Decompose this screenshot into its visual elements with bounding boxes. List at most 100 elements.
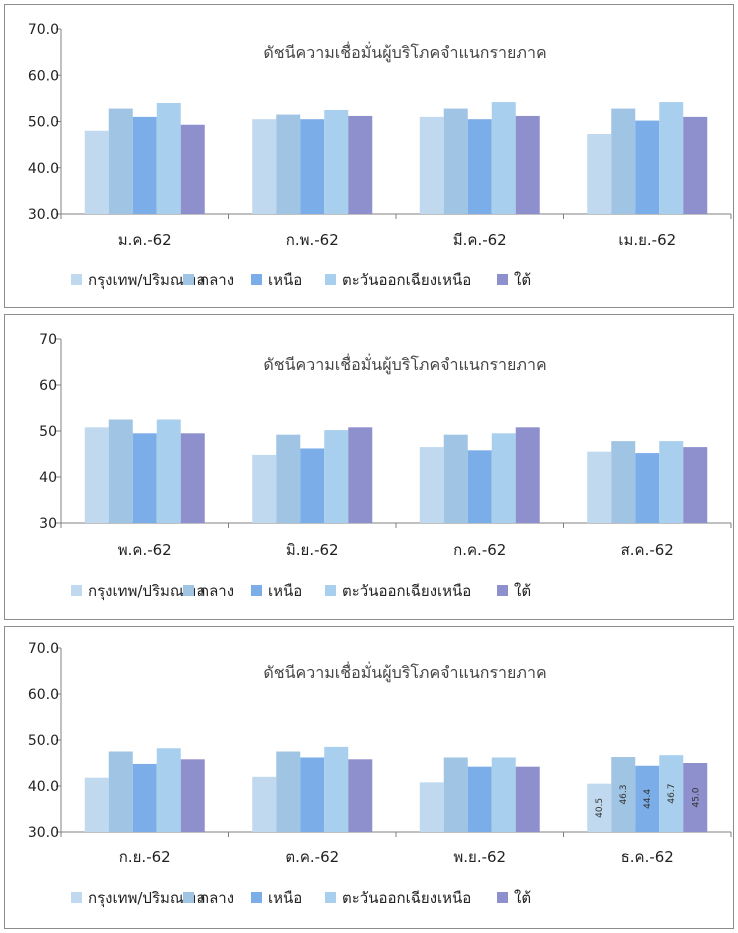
bar	[611, 441, 636, 523]
x-tick-label: พ.ค.-62	[118, 541, 172, 559]
bar	[84, 777, 109, 832]
legend-swatch	[325, 585, 336, 596]
bar	[443, 108, 468, 214]
y-tick-label: 30	[39, 516, 57, 532]
legend-label: กลาง	[200, 271, 234, 289]
legend-swatch	[497, 274, 508, 285]
legend-label: ใต้	[514, 271, 531, 289]
x-tick-label: ส.ค.-62	[621, 541, 674, 559]
y-tick-label: 40	[39, 470, 57, 486]
bar	[611, 108, 636, 214]
bar	[419, 782, 444, 832]
bar	[132, 433, 157, 523]
bar	[300, 119, 325, 214]
bar	[467, 119, 492, 214]
bar	[324, 430, 349, 523]
y-tick-label: 60.0	[28, 68, 59, 84]
legend-label: ใต้	[514, 889, 531, 907]
chart-panel-may-aug: ดัชนีความเชื่อมั่นผู้บริโภคจำแนกรายภาค 30…	[4, 314, 734, 620]
bar	[348, 115, 373, 214]
chart-title: ดัชนีความเชื่อมั่นผู้บริโภคจำแนกรายภาค	[263, 41, 546, 63]
x-tick-label: มี.ค.-62	[453, 231, 507, 249]
chart-svg: ดัชนีความเชื่อมั่นผู้บริโภคจำแนกรายภาค 30…	[39, 332, 732, 601]
bar	[156, 748, 181, 832]
bar	[515, 766, 540, 832]
bar	[635, 120, 660, 214]
legend-label: เหนือ	[268, 889, 302, 907]
y-tick-label: 50	[39, 424, 57, 440]
bar	[515, 115, 540, 214]
chart-panel-jan-apr: ดัชนีความเชื่อมั่นผู้บริโภคจำแนกรายภาค 30…	[4, 4, 734, 308]
y-tick-label: 50.0	[28, 733, 59, 749]
bar	[587, 133, 612, 214]
legend-swatch	[71, 274, 82, 285]
bar	[276, 114, 301, 214]
y-tick-label: 50.0	[28, 115, 59, 131]
y-tick-label: 40.0	[28, 779, 59, 795]
legend-swatch	[71, 892, 82, 903]
bar	[324, 109, 349, 214]
legend-label: ใต้	[514, 582, 531, 600]
y-tick-label: 70	[39, 332, 57, 348]
bar	[108, 108, 133, 214]
bar	[132, 116, 157, 214]
chart-svg: ดัชนีความเชื่อมั่นผู้บริโภคจำแนกรายภาค 30…	[28, 641, 732, 908]
bar	[419, 116, 444, 214]
bar	[587, 451, 612, 523]
bar	[132, 763, 157, 832]
bar	[180, 124, 205, 214]
bar	[587, 783, 612, 832]
legend-label: กรุงเทพ/ปริมณฑล	[88, 271, 205, 290]
chart-title: ดัชนีความเชื่อมั่นผู้บริโภคจำแนกรายภาค	[263, 353, 546, 375]
bar	[156, 419, 181, 523]
data-label: 46.7	[667, 784, 677, 804]
y-tick-label: 70.0	[28, 641, 59, 657]
y-tick-label: 60.0	[28, 687, 59, 703]
legend-swatch	[183, 892, 194, 903]
bar	[300, 757, 325, 832]
chart-svg: ดัชนีความเชื่อมั่นผู้บริโภคจำแนกรายภาค 30…	[28, 22, 732, 290]
x-tick-label: ต.ค.-62	[285, 848, 339, 866]
legend-label: กลาง	[200, 889, 234, 907]
x-tick-label: เม.ย.-62	[618, 231, 676, 249]
legend-label: กรุงเทพ/ปริมณฑล	[88, 582, 205, 601]
bar	[180, 433, 205, 523]
data-label: 46.3	[619, 784, 629, 804]
bar	[443, 434, 468, 523]
chart-panel-sep-dec: ดัชนีความเชื่อมั่นผู้บริโภคจำแนกรายภาค 30…	[4, 626, 734, 929]
bar	[276, 751, 301, 832]
bar	[108, 419, 133, 523]
x-tick-label: ม.ค.-62	[118, 231, 172, 249]
chart-title: ดัชนีความเชื่อมั่นผู้บริโภคจำแนกรายภาค	[263, 661, 546, 683]
bar	[659, 755, 684, 832]
legend-label: ตะวันออกเฉียงเหนือ	[342, 582, 471, 600]
legend-swatch	[71, 585, 82, 596]
data-label: 44.4	[643, 789, 653, 809]
bar	[252, 119, 277, 214]
bar	[491, 757, 516, 832]
bar	[683, 116, 708, 214]
bar	[84, 130, 109, 214]
x-tick-label: ก.ค.-62	[453, 541, 506, 559]
legend-swatch	[497, 892, 508, 903]
bar	[324, 746, 349, 832]
legend-swatch	[251, 585, 262, 596]
legend-label: กลาง	[200, 582, 234, 600]
bar	[683, 447, 708, 523]
legend-label: กรุงเทพ/ปริมณฑล	[88, 889, 205, 908]
legend-label: ตะวันออกเฉียงเหนือ	[342, 889, 471, 907]
bar	[491, 433, 516, 523]
bar	[108, 751, 133, 832]
bar	[252, 454, 277, 523]
data-label: 40.5	[595, 798, 605, 818]
legend-swatch	[183, 585, 194, 596]
legend-swatch	[183, 274, 194, 285]
bar	[467, 450, 492, 523]
x-tick-label: พ.ย.-62	[453, 848, 506, 866]
x-tick-label: มิ.ย.-62	[286, 541, 339, 559]
bar	[276, 434, 301, 523]
legend-swatch	[325, 892, 336, 903]
legend-swatch	[251, 274, 262, 285]
bar	[659, 441, 684, 523]
y-tick-label: 40.0	[28, 161, 59, 177]
